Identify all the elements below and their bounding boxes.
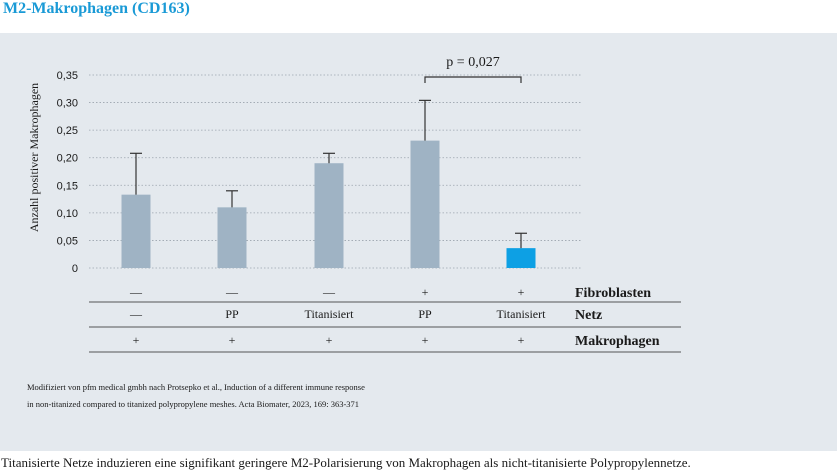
bar bbox=[314, 163, 344, 268]
condition-cell: Titanisiert bbox=[305, 307, 355, 321]
condition-cell: — bbox=[129, 307, 143, 321]
y-tick-label: 0,30 bbox=[57, 98, 78, 110]
condition-cell: + bbox=[229, 333, 236, 347]
source-line-1: Modifiziert von pfm medical gmbh nach Pr… bbox=[27, 382, 365, 392]
y-tick-label: 0 bbox=[72, 263, 78, 275]
condition-cell: — bbox=[322, 285, 336, 299]
chart-title: M2-Makrophagen (CD163) bbox=[3, 0, 190, 17]
condition-cell: Titanisiert bbox=[497, 307, 547, 321]
condition-cell: + bbox=[518, 285, 525, 299]
y-tick-label: 0,20 bbox=[57, 153, 78, 165]
condition-cell: + bbox=[133, 333, 140, 347]
bar bbox=[506, 248, 536, 268]
condition-cell: PP bbox=[225, 307, 239, 321]
condition-cell: — bbox=[129, 285, 143, 299]
condition-cell: + bbox=[422, 333, 429, 347]
y-tick-label: 0,05 bbox=[57, 235, 78, 247]
condition-cell: + bbox=[422, 285, 429, 299]
condition-row-label: Netz bbox=[575, 308, 602, 323]
y-tick-label: 0,35 bbox=[57, 70, 78, 82]
significance-bracket bbox=[424, 76, 522, 83]
y-tick-label: 0,10 bbox=[57, 208, 78, 220]
chart-panel: 0 0,05 0,10 0,15 0,20 0,25 0,30 0,35 Anzahl posi… bbox=[0, 33, 837, 451]
source-line-2: in non-titanized compared to titanized p… bbox=[27, 399, 360, 409]
condition-row-label: Fibroblasten bbox=[575, 286, 651, 301]
condition-cell: — bbox=[225, 285, 239, 299]
condition-cell: + bbox=[518, 333, 525, 347]
y-axis-label: Anzahl positiver Makrophagen bbox=[27, 83, 41, 232]
y-tick-label: 0,15 bbox=[57, 180, 78, 192]
bar-chart: 0 0,05 0,10 0,15 0,20 0,25 0,30 0,35 Anzahl posi… bbox=[27, 55, 681, 353]
bar bbox=[121, 194, 151, 268]
bar bbox=[410, 140, 440, 268]
y-tick-label: 0,25 bbox=[57, 125, 78, 137]
condition-row-label: Makrophagen bbox=[575, 334, 660, 349]
p-value-label: p = 0,027 bbox=[446, 55, 499, 70]
bar bbox=[217, 207, 247, 268]
condition-cell: + bbox=[326, 333, 333, 347]
figure-caption: Titanisierte Netze induzieren eine signi… bbox=[1, 455, 691, 470]
condition-cell: PP bbox=[418, 307, 432, 321]
